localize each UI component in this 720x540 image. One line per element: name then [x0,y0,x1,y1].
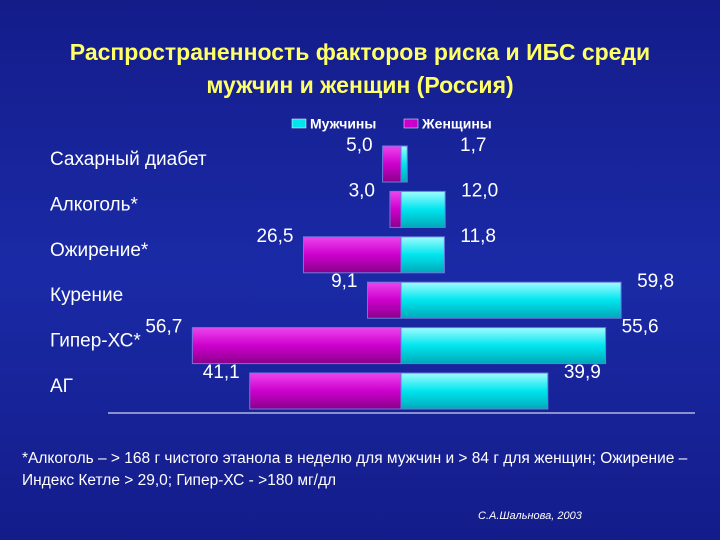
value-label: 12,0 [461,180,498,201]
bar [389,190,402,228]
value-label: 11,8 [460,226,496,247]
value-label: 55,6 [622,317,659,338]
value-label: 26,5 [256,226,293,247]
chart-title: Распространенность факторов риска и ИБС … [69,39,651,98]
bar [191,327,402,365]
value-label: 9,1 [331,271,357,292]
bar [400,327,607,365]
source: С.А.Шальнова, 2003 [478,510,582,522]
bar [302,236,402,274]
bar [400,372,549,410]
legend-swatch [403,118,419,129]
category-label: Алкоголь* [50,194,138,215]
bar [382,145,402,183]
legend-swatch [291,118,307,129]
bar [400,145,408,183]
bar [400,190,446,228]
value-label: 59,8 [637,271,674,292]
legend-label: Женщины [421,116,492,132]
category-label: Ожирение* [50,240,149,261]
category-label: АГ [50,376,73,397]
bar [249,372,402,410]
value-label: 3,0 [349,180,375,201]
footnote: *Алкоголь – > 168 г чистого этанола в не… [22,450,688,489]
bar [367,281,402,319]
category-label: Курение [50,285,123,306]
category-label: Гипер-ХС* [50,331,141,352]
value-label: 39,9 [564,362,601,383]
bar [400,281,622,319]
legend-label: Мужчины [310,116,376,132]
value-label: 41,1 [203,362,240,383]
category-label: Сахарный диабет [50,149,207,170]
bar [400,236,445,274]
value-label: 1,7 [460,135,486,156]
value-label: 5,0 [346,135,372,156]
value-label: 56,7 [145,317,182,338]
